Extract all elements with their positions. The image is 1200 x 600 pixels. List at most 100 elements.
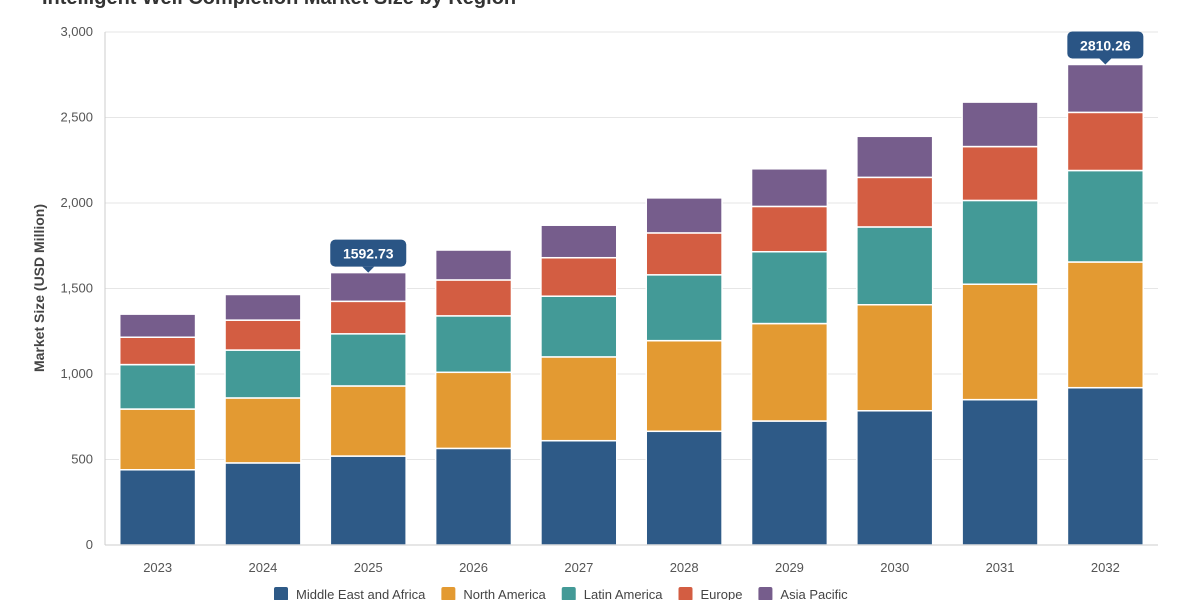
bar-stack-2025: [329, 271, 407, 546]
bar-segment: [856, 135, 934, 179]
callout-label: 1592.73: [343, 246, 394, 262]
y-tick-label: 1,500: [60, 281, 93, 296]
bar-segment: [118, 313, 197, 338]
bar-segment: [1066, 63, 1145, 114]
bar-stack-2026: [434, 249, 513, 546]
callout-pointer: [362, 266, 375, 273]
axes: 0 500 1,000 1,500 2,000 2,500 3,000 2023 2024 202…: [60, 24, 1158, 575]
bar-stack-2029: [750, 168, 829, 546]
bar-segment: [329, 455, 407, 546]
x-tick-label: 2032: [1091, 560, 1120, 575]
bar-segment: [961, 283, 1039, 401]
y-tick-label: 3,000: [60, 24, 93, 39]
bars: [118, 63, 1145, 546]
bar-segment: [540, 256, 618, 297]
bar-segment: [329, 300, 407, 335]
x-tick-label: 2027: [564, 560, 593, 575]
x-tick-label: 2029: [775, 560, 804, 575]
legend-item: Europe: [678, 587, 743, 600]
legend-swatch: [561, 587, 576, 600]
bar-segment: [224, 349, 302, 399]
legend-label: North America: [463, 587, 546, 600]
value-callout: 2810.26: [1067, 31, 1144, 65]
legend-item: Latin America: [561, 587, 664, 600]
legend-swatch: [441, 587, 456, 600]
bar-segment: [856, 226, 934, 306]
x-tick-label: 2026: [459, 560, 488, 575]
chart-title: Intelligent Well Completion Market Size …: [42, 0, 516, 9]
bar-segment: [434, 371, 513, 450]
bar-segment: [118, 469, 197, 546]
bar-segment: [750, 322, 829, 422]
bar-segment: [961, 398, 1039, 546]
bar-segment: [434, 447, 513, 546]
y-tick-label: 2,500: [60, 110, 93, 125]
bar-segment: [224, 293, 302, 321]
bar-segment: [856, 410, 934, 546]
x-tick-label: 2024: [248, 560, 277, 575]
y-tick-label: 0: [86, 537, 93, 552]
legend-label: Asia Pacific: [780, 587, 848, 600]
legend-label: Latin America: [584, 587, 664, 600]
bar-segment: [118, 363, 197, 410]
x-tick-label: 2030: [880, 560, 909, 575]
y-tick-label: 2,000: [60, 195, 93, 210]
bar-segment: [750, 205, 829, 253]
legend-item: Asia Pacific: [758, 587, 848, 600]
y-tick-label: 1,000: [60, 366, 93, 381]
bar-segment: [645, 430, 723, 546]
bar-segment: [329, 385, 407, 457]
legend-label: Europe: [701, 587, 743, 600]
legend-item: Middle East and Africa: [274, 587, 426, 600]
bar-stack-2028: [645, 197, 723, 546]
bar-segment: [118, 336, 197, 366]
callout-box: [1067, 31, 1144, 59]
bar-segment: [434, 315, 513, 374]
legend-swatch: [678, 587, 693, 600]
bar-stack-2023: [118, 313, 197, 546]
bar-segment: [961, 101, 1039, 148]
bar-stack-2031: [961, 101, 1039, 546]
bar-segment: [118, 408, 197, 471]
bar-segment: [329, 333, 407, 387]
x-tick-label: 2031: [986, 560, 1015, 575]
bar-segment: [856, 176, 934, 228]
bar-segment: [1066, 261, 1145, 389]
bar-segment: [434, 249, 513, 281]
bar-segment: [1066, 111, 1145, 172]
value-callout: 1592.73: [330, 239, 407, 273]
bar-segment: [750, 420, 829, 546]
bar-segment: [540, 224, 618, 259]
bar-segment: [645, 339, 723, 433]
legend-label: Middle East and Africa: [296, 587, 426, 600]
bar-segment: [434, 279, 513, 317]
callout-box: [330, 239, 407, 267]
x-tick-label: 2028: [670, 560, 699, 575]
bar-segment: [645, 274, 723, 342]
bar-segment: [645, 232, 723, 276]
legend-swatch: [758, 587, 773, 600]
bar-segment: [750, 168, 829, 208]
bar-segment: [224, 319, 302, 351]
callout-pointer: [1099, 58, 1112, 65]
bar-segment: [540, 439, 618, 546]
bar-stack-2032: [1066, 63, 1145, 546]
bar-stack-2030: [856, 135, 934, 546]
x-tick-label: 2025: [354, 560, 383, 575]
bar-segment: [750, 250, 829, 325]
y-tick-label: 500: [71, 452, 93, 467]
bar-segment: [961, 145, 1039, 202]
bar-segment: [1066, 386, 1145, 546]
bar-stack-2027: [540, 224, 618, 546]
bar-segment: [856, 303, 934, 412]
bar-segment: [540, 356, 618, 442]
legend: Middle East and Africa North America Latin…: [274, 587, 848, 600]
bar-stack-2024: [224, 293, 302, 546]
legend-swatch: [274, 587, 288, 600]
legend-item: North America: [441, 587, 546, 600]
bar-segment: [329, 271, 407, 303]
callout-label: 2810.26: [1080, 37, 1131, 53]
value-callouts: 1592.73 2810.26: [330, 31, 1144, 273]
bar-segment: [1066, 169, 1145, 263]
